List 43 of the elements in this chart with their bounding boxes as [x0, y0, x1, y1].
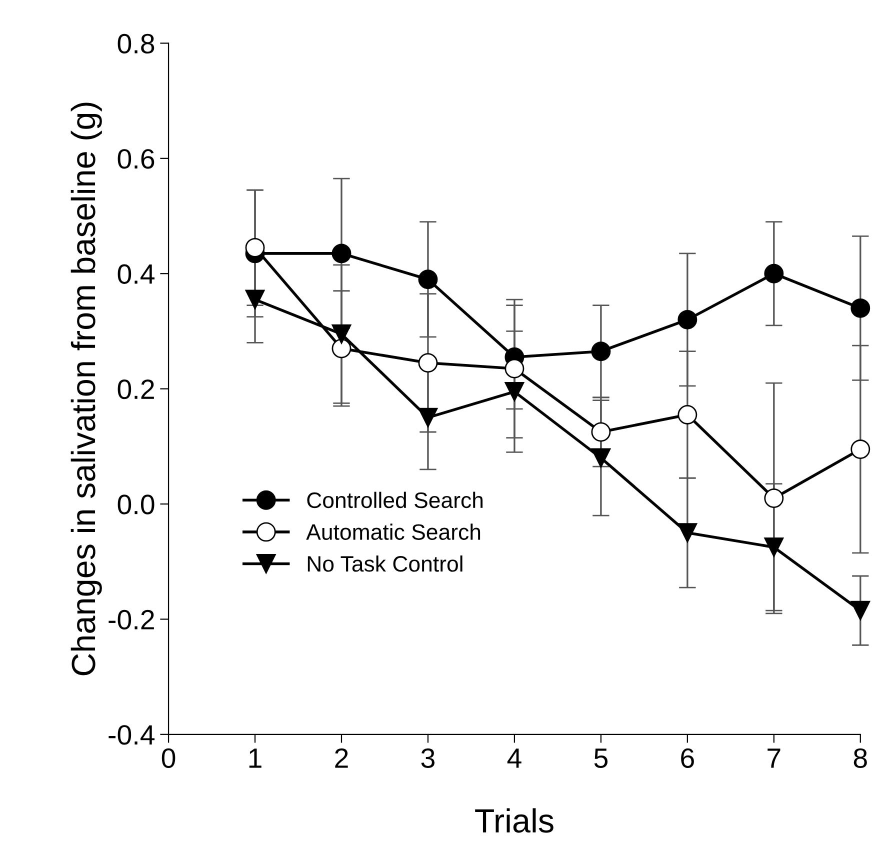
point [850, 298, 870, 318]
x-tick-label: 2 [335, 748, 348, 768]
y-tick-label: 0.0 [118, 494, 154, 514]
y-tick-label: 0.2 [118, 379, 154, 400]
y-tick-label: 0.6 [118, 149, 154, 169]
point [850, 440, 870, 460]
legend-label: Automatic Search [306, 524, 480, 540]
point [678, 404, 698, 424]
point [245, 290, 265, 310]
point [764, 537, 784, 557]
point [332, 324, 352, 344]
legend-label: Controlled Search [307, 492, 483, 508]
point [245, 238, 265, 258]
point [591, 422, 611, 442]
point [591, 448, 611, 468]
x-tick-label: 0 [162, 748, 176, 768]
point [678, 523, 698, 543]
point [764, 264, 784, 284]
x-tick-label: 8 [854, 748, 867, 768]
legend-label: No Task Control [308, 555, 462, 572]
y-tick-label: -0.4 [108, 725, 155, 745]
point [504, 358, 524, 378]
x-tick-label: 4 [507, 748, 522, 768]
x-tick-label: 3 [421, 748, 434, 768]
y-tick-label: -0.2 [108, 610, 154, 630]
x-tick-label: 1 [249, 748, 262, 768]
point [418, 270, 438, 290]
y-tick-label: 0.4 [118, 264, 155, 284]
point [418, 353, 438, 373]
point [504, 382, 524, 402]
point [418, 408, 438, 428]
point [764, 488, 784, 508]
x-tick-label: 7 [768, 748, 780, 768]
point [332, 338, 352, 358]
y-axis-title: Changes in salivation from baseline (g) [70, 102, 102, 676]
x-axis-title: Trials [475, 808, 554, 833]
x-tick-label: 5 [594, 748, 608, 768]
point [678, 310, 698, 330]
x-tick-label: 6 [681, 748, 694, 768]
point [591, 342, 611, 362]
point [332, 244, 352, 264]
y-tick-label: 0.8 [118, 34, 154, 54]
point [850, 600, 870, 620]
